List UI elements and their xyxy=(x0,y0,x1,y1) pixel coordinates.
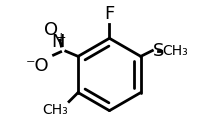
Text: O: O xyxy=(44,21,58,39)
Text: CH₃: CH₃ xyxy=(43,103,68,117)
Text: ⁻O: ⁻O xyxy=(26,57,50,75)
Text: N: N xyxy=(51,33,65,51)
Text: S: S xyxy=(153,42,164,59)
Text: F: F xyxy=(104,5,114,23)
Text: +: + xyxy=(56,31,66,44)
Text: CH₃: CH₃ xyxy=(162,44,188,58)
